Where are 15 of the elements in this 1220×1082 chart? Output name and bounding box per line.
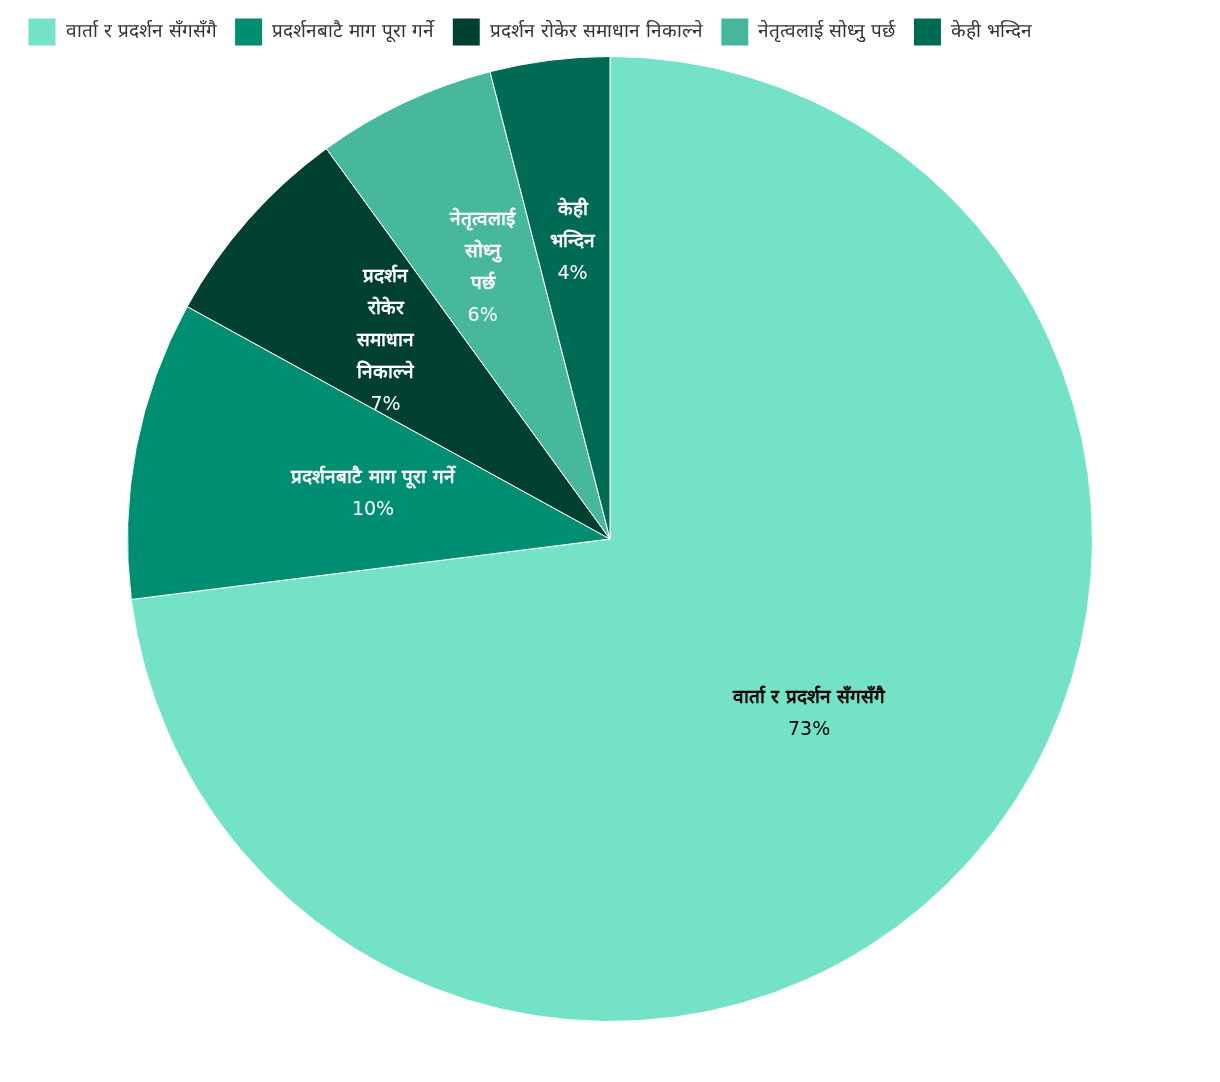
slice-label: वार्ता र प्रदर्शन सँगसँगै — [731, 685, 887, 708]
data-label: 10% — [351, 496, 395, 519]
data-label: 4% — [557, 261, 588, 284]
legend-label: केही भन्दिन — [950, 18, 1032, 41]
data-label: 7% — [370, 392, 401, 415]
data-label: 73% — [787, 717, 831, 740]
legend-label: वार्ता र प्रदर्शन सँगसँगै — [65, 18, 217, 41]
data-label: 6% — [467, 303, 498, 326]
legend-label: प्रदर्शन रोकेर समाधान निकाल्ने — [489, 18, 703, 41]
slice-label: प्रदर्शन रोकेर समाधान निकाल्ने — [356, 264, 416, 383]
slice-label: प्रदर्शनबाटै माग पूरा गर्ने — [290, 464, 457, 489]
legend-label: प्रदर्शनबाटै माग पूरा गर्ने — [272, 18, 436, 43]
legend-label: नेतृत्वलाई सोध्नु पर्छ — [758, 18, 897, 43]
slice-label: नेतृत्वलाई सोध्नु पर्छ — [449, 207, 517, 294]
slice-label: केही भन्दिन — [550, 197, 597, 252]
